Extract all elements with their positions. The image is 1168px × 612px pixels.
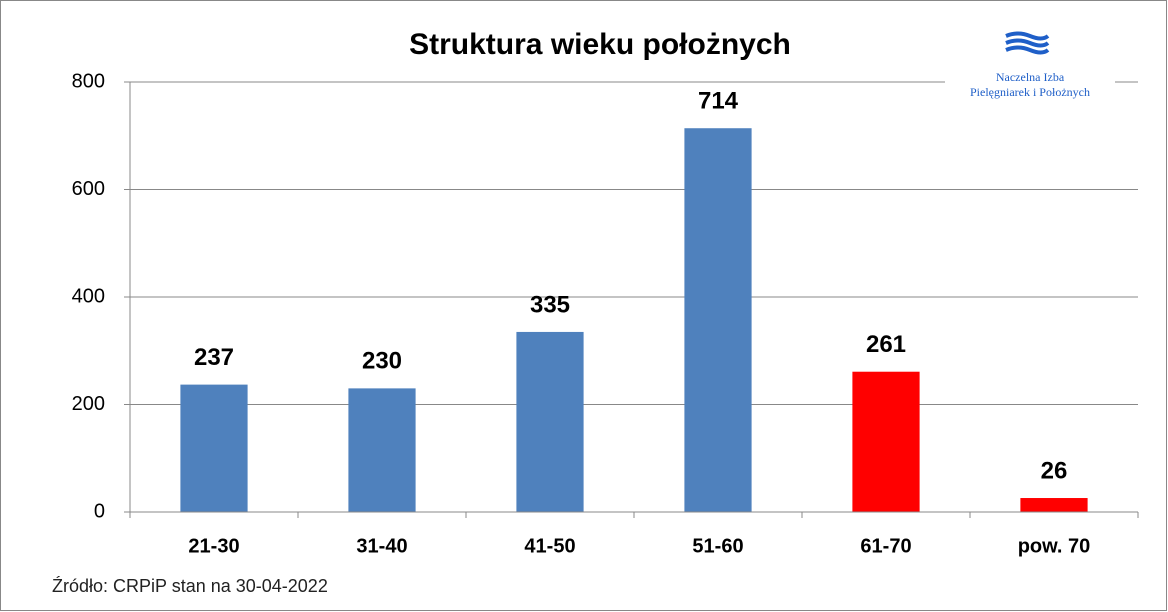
y-tick-label: 600 [72,178,105,200]
y-tick-label: 0 [94,500,105,522]
logo-text: Naczelna Izba [996,70,1065,84]
bar [516,331,584,512]
logo-text: Pielęgniarek i Położnych [970,85,1090,99]
bar [684,128,752,512]
data-label: 714 [698,88,739,115]
x-tick-label: 31-40 [356,535,407,557]
bar [852,371,920,512]
data-label: 26 [1041,457,1068,484]
y-tick-label: 800 [72,70,105,92]
y-tick-label: 200 [72,393,105,415]
chart-title: Struktura wieku położnych [409,28,791,61]
x-tick-label: 61-70 [860,535,911,557]
y-tick-label: 400 [72,285,105,307]
bar [1020,498,1088,512]
data-label: 335 [530,291,570,318]
bar [348,388,416,512]
logo-icon [1005,31,1050,55]
data-label: 261 [866,331,906,358]
data-label: 237 [194,344,234,371]
data-label: 230 [362,348,402,375]
x-tick-label: 41-50 [524,535,575,557]
source-note: Źródło: CRPiP stan na 30-04-2022 [52,576,328,596]
bar [180,384,248,512]
x-tick-label: pow. 70 [1018,535,1091,557]
x-tick-label: 21-30 [188,535,239,557]
x-tick-label: 51-60 [692,535,743,557]
